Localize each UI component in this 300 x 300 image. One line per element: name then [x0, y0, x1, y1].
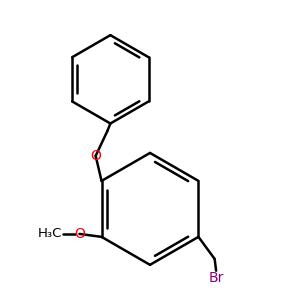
Text: Br: Br: [208, 271, 224, 285]
Text: O: O: [74, 227, 85, 241]
Text: H₃C: H₃C: [38, 227, 62, 240]
Text: O: O: [90, 149, 101, 163]
